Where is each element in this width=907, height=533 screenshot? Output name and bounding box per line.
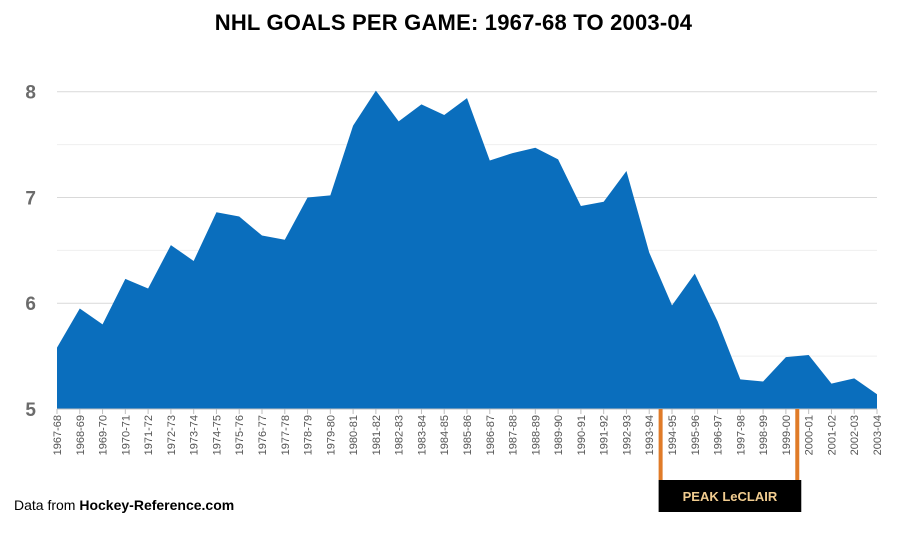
x-tick-label: 1972-73 xyxy=(166,415,178,455)
x-tick-label: 1976-77 xyxy=(257,415,269,455)
x-tick-label: 1991-92 xyxy=(599,415,611,455)
x-tick-label: 1982-83 xyxy=(394,415,406,455)
x-tick-label: 1971-72 xyxy=(143,415,155,455)
x-tick-label: 1978-79 xyxy=(303,415,315,455)
x-tick-label: 1996-97 xyxy=(713,415,725,455)
x-tick-label: 1983-84 xyxy=(416,415,428,455)
x-tick-label: 1980-81 xyxy=(348,415,360,455)
y-tick-label: 5 xyxy=(25,400,36,421)
x-tick-label: 1986-87 xyxy=(485,415,497,455)
x-tick-label: 1995-96 xyxy=(690,415,702,455)
x-tick-label: 1973-74 xyxy=(189,415,201,455)
x-tick-label: 1981-82 xyxy=(371,415,383,455)
x-tick-label: 1968-69 xyxy=(75,415,87,455)
x-tick-label: 2002-03 xyxy=(849,415,861,455)
area-series xyxy=(57,90,877,410)
source-note: Data from Hockey-Reference.com xyxy=(14,497,234,513)
x-tick-label: 1989-90 xyxy=(553,415,565,455)
x-tick-label: 1969-70 xyxy=(98,415,110,455)
x-tick-label: 2003-04 xyxy=(872,415,884,455)
x-tick-label: 2001-02 xyxy=(826,415,838,455)
x-tick-label: 1987-88 xyxy=(508,415,520,455)
annotation-label-box xyxy=(658,480,802,512)
x-tick-label: 1988-89 xyxy=(530,415,542,455)
x-tick-label: 1994-95 xyxy=(667,415,679,455)
annotation-label: PEAK LeCLAIR xyxy=(683,489,778,504)
x-tick-label: 1999-00 xyxy=(781,415,793,455)
x-tick-label: 1992-93 xyxy=(621,415,633,455)
y-tick-label: 8 xyxy=(25,83,36,104)
x-tick-label: 1975-76 xyxy=(234,415,246,455)
source-name: Hockey-Reference.com xyxy=(79,497,235,513)
x-tick-label: 1998-99 xyxy=(758,415,770,455)
x-tick-label: 1984-85 xyxy=(439,415,451,455)
x-tick-label: 1990-91 xyxy=(576,415,588,455)
source-prefix: Data from xyxy=(14,497,80,513)
x-tick-label: 1977-78 xyxy=(280,415,292,455)
x-tick-label: 1985-86 xyxy=(462,415,474,455)
x-tick-label: 1970-71 xyxy=(120,415,132,455)
x-tick-label: 2000-01 xyxy=(804,415,816,455)
y-tick-label: 7 xyxy=(25,188,36,209)
x-tick-label: 1979-80 xyxy=(325,415,337,455)
chart-title: NHL GOALS PER GAME: 1967-68 TO 2003-04 xyxy=(214,10,693,35)
x-tick-label: 1974-75 xyxy=(211,415,223,455)
x-tick-label: 1967-68 xyxy=(52,415,64,455)
y-tick-label: 6 xyxy=(25,294,36,315)
x-tick-label: 1997-98 xyxy=(735,415,747,455)
x-tick-label: 1993-94 xyxy=(644,415,656,455)
